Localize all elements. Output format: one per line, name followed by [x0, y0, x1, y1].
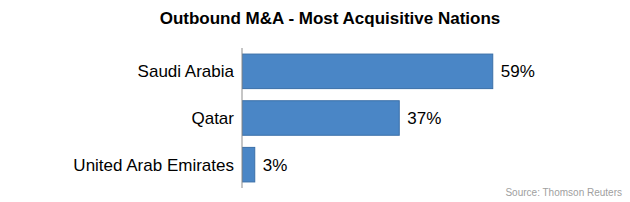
category-label: United Arab Emirates	[73, 156, 234, 175]
bar	[242, 147, 255, 182]
source: Source: Thomson Reuters	[505, 187, 622, 198]
data-label: 59%	[501, 62, 535, 81]
bar	[242, 101, 399, 136]
chart-root: Outbound M&A - Most Acquisitive Nations S…	[0, 0, 630, 202]
title: Outbound M&A - Most Acquisitive Nations	[160, 9, 501, 28]
data-label: 3%	[263, 156, 288, 175]
category-label: Saudi Arabia	[138, 62, 235, 81]
category-label: Qatar	[191, 109, 234, 128]
bars	[242, 54, 493, 182]
category-axis-line	[242, 48, 243, 188]
chart-svg: Outbound M&A - Most Acquisitive Nations S…	[0, 0, 630, 202]
data-label: 37%	[407, 109, 441, 128]
bar	[242, 54, 493, 89]
